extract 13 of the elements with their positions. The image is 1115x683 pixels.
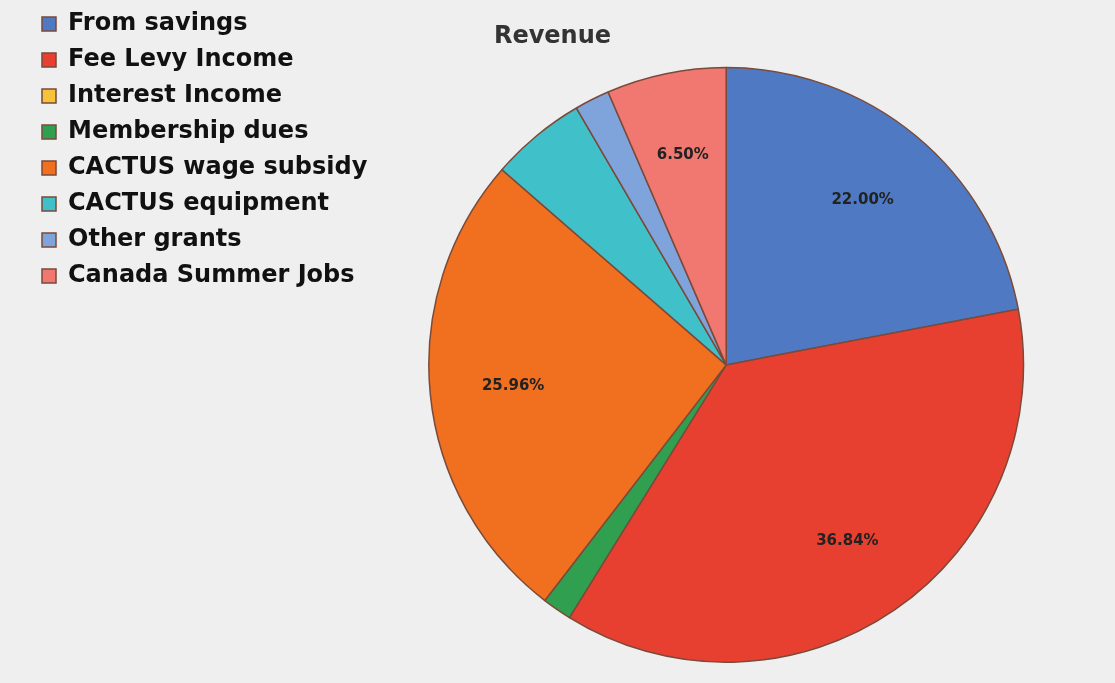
legend-label: From savings [68, 8, 248, 37]
legend-label: CACTUS wage subsidy [68, 152, 368, 181]
data-label: 25.96% [481, 376, 545, 395]
legend-label: Fee Levy Income [68, 44, 294, 73]
chart-title: Revenue [493, 20, 612, 49]
legend-label: CACTUS equipment [68, 188, 330, 217]
data-label: 36.84% [816, 531, 879, 550]
data-label: 6.50% [656, 145, 709, 164]
legend-label: Membership dues [68, 116, 309, 145]
data-label: 22.00% [831, 189, 894, 208]
legend-label: Canada Summer Jobs [68, 260, 355, 289]
legend-label: Interest Income [68, 80, 283, 109]
legend-label: Other grants [68, 224, 242, 253]
